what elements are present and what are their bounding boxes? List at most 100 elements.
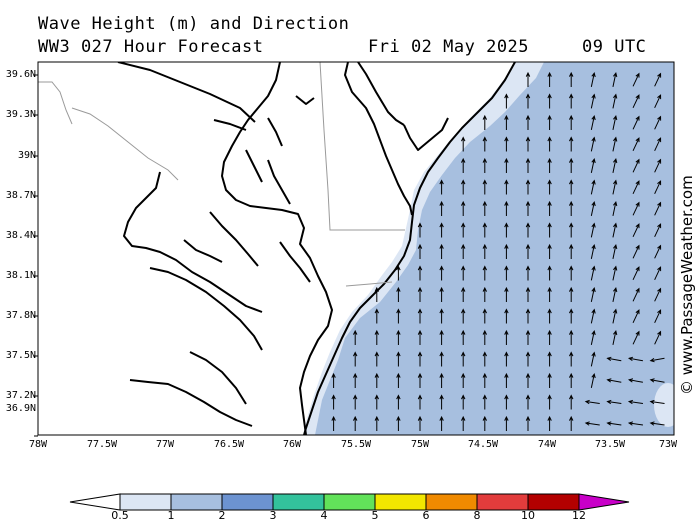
wave-arrow (461, 372, 466, 388)
colorbar-low-end (69, 493, 121, 511)
lon-label: 74.5W (467, 439, 499, 450)
wave-arrow (461, 222, 466, 238)
wave-arrow (654, 72, 662, 87)
wave-arrow (461, 200, 466, 216)
wave-arrow (461, 179, 466, 195)
wave-arrow (482, 286, 487, 302)
wave-arrow (654, 201, 662, 216)
wave-arrow (525, 308, 531, 324)
wave-arrow (331, 415, 336, 431)
wave-arrow (353, 415, 358, 431)
forecast-date: Fri 02 May 2025 (368, 37, 530, 57)
wave-arrow (482, 394, 487, 410)
wave-arrow (417, 351, 423, 367)
wave-arrow (439, 200, 444, 216)
wave-arrow (482, 308, 487, 324)
wave-arrow (547, 222, 552, 238)
wave-arrow (374, 415, 379, 431)
wave-arrow (590, 93, 596, 109)
lon-label: 73.5W (594, 439, 626, 450)
land-mask (300, 62, 515, 435)
wave-arrow (649, 399, 665, 405)
lon-label: 75W (410, 439, 430, 450)
wave-arrow (439, 394, 444, 410)
wave-arrow (525, 243, 531, 259)
wave-arrow (606, 399, 622, 405)
wave-arrow (525, 222, 531, 238)
wave-arrow (612, 115, 618, 130)
wave-arrow (654, 330, 662, 345)
lat-label: 38.4N (5, 230, 36, 241)
wave-arrow (612, 308, 618, 324)
wave-arrow (482, 157, 487, 173)
wave-arrow (482, 265, 487, 281)
wave-arrow (439, 372, 444, 388)
wave-arrow (569, 415, 574, 431)
wave-arrow (590, 330, 596, 345)
lat-label: 39N (17, 150, 36, 161)
wave-arrow (374, 329, 379, 345)
wave-arrow (525, 93, 531, 109)
wave-arrow (632, 115, 640, 130)
wave-arrow (654, 158, 662, 173)
wave-arrow (504, 351, 509, 367)
colorbar-label: 1 (167, 509, 175, 522)
colorbar-label: 3 (269, 509, 277, 522)
wave-arrow (482, 329, 487, 345)
wave-arrow (439, 222, 444, 238)
colorbar-label: 4 (320, 509, 328, 522)
lon-label: 78W (28, 439, 48, 450)
wave-arrow (353, 394, 358, 410)
lat-label: 39.3N (5, 109, 36, 120)
wave-arrow (547, 351, 552, 367)
wave-arrow (482, 114, 487, 130)
site-credit: © www.PassageWeather.com (678, 175, 696, 395)
wave-arrow (482, 222, 487, 238)
wave-arrow (612, 201, 618, 216)
wave-arrow (439, 286, 444, 302)
wave-arrow (504, 308, 509, 324)
wave-arrow (590, 136, 596, 152)
wave-arrow (569, 351, 574, 367)
wave-arrow (525, 157, 531, 173)
wave-arrow (374, 394, 379, 410)
wave-arrow (569, 93, 574, 109)
wave-arrow (590, 179, 596, 195)
wave-arrow (627, 421, 644, 426)
wave-arrow (482, 179, 487, 195)
wave-arrow (504, 394, 509, 410)
lat-label: 38.1N (5, 270, 36, 281)
wave-arrow (439, 243, 444, 259)
wave-arrow (612, 287, 618, 302)
wave-arrow (590, 72, 596, 87)
wave-arrow (504, 179, 509, 195)
wave-arrow (396, 372, 401, 388)
wave-arrow (504, 200, 509, 216)
lat-label: 39.6N (5, 69, 36, 80)
wave-arrow (525, 179, 531, 195)
chart-title: Wave Height (m) and Direction (38, 14, 350, 34)
colorbar-swatch (323, 493, 376, 511)
lat-label: 37.5N (5, 350, 36, 361)
wave-arrow (417, 372, 423, 388)
wave-arrow (374, 308, 379, 324)
wave-arrow (590, 201, 596, 216)
wave-arrow (461, 308, 466, 324)
lat-label: 37.8N (5, 310, 36, 321)
wave-arrow (606, 421, 622, 426)
lon-label: 73W (658, 439, 678, 450)
wave-arrow (632, 330, 640, 345)
wave-arrow (396, 265, 401, 281)
wave-arrow (461, 415, 466, 431)
wave-arrow (632, 266, 640, 281)
wave-arrow (353, 372, 358, 388)
lon-label: 77.5W (86, 439, 118, 450)
lon-label: 76W (282, 439, 302, 450)
wave-arrow (627, 356, 643, 362)
wave-arrow (439, 351, 444, 367)
colorbar-label: 5 (371, 509, 379, 522)
wave-arrow (569, 200, 574, 216)
wave-arrow (504, 114, 509, 130)
wave-arrow (627, 378, 643, 383)
wave-arrow (632, 158, 640, 173)
